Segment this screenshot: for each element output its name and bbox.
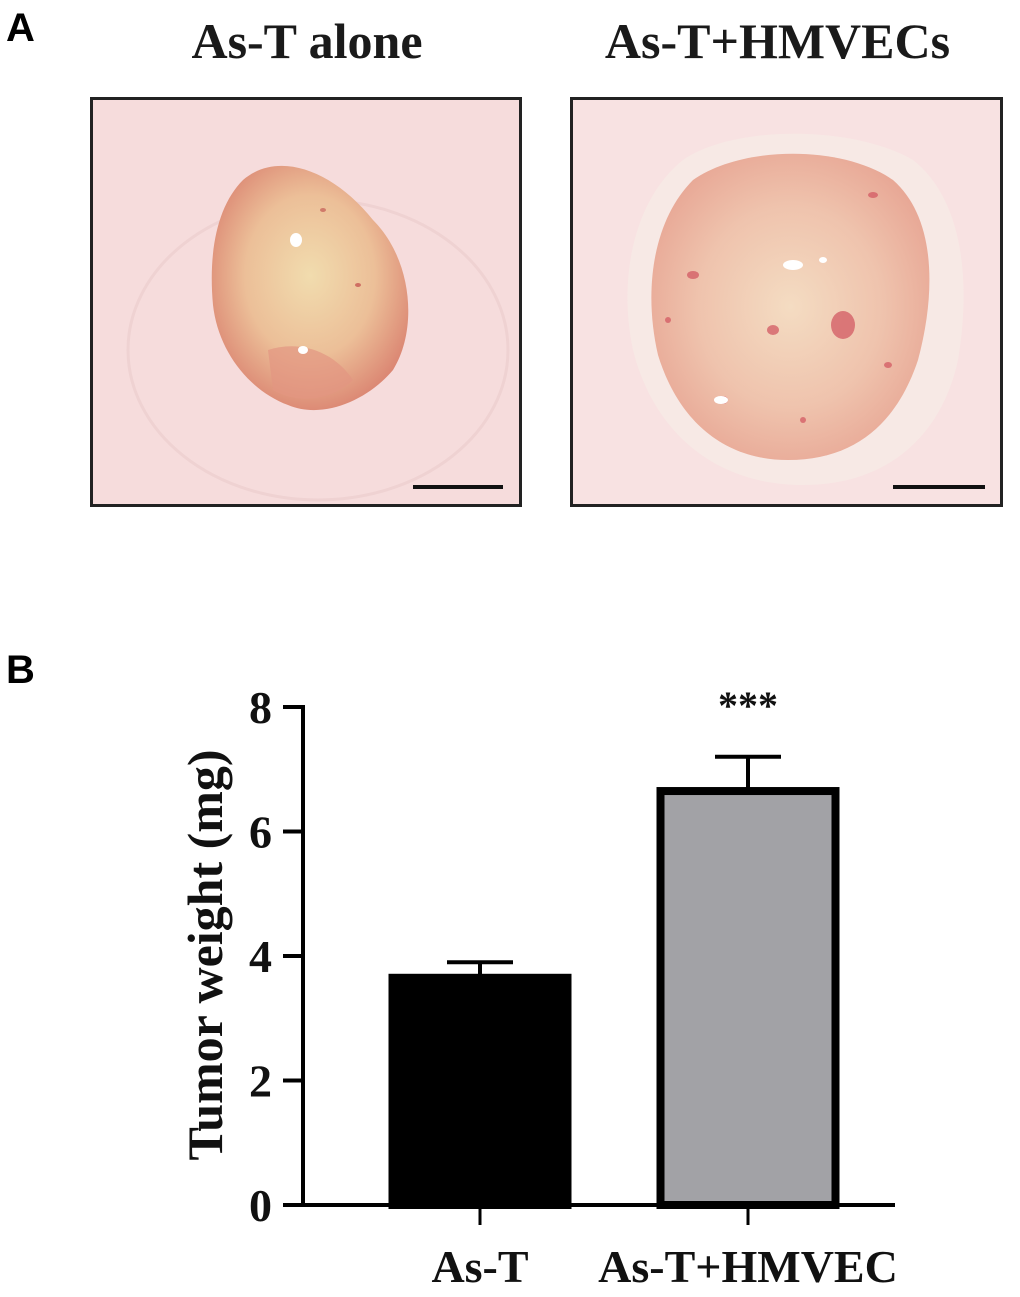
y-tick-label: 6 xyxy=(249,807,272,858)
panel-a-letter: A xyxy=(6,6,35,50)
significance-label: *** xyxy=(718,683,778,728)
panel-b-letter: B xyxy=(6,648,35,692)
photo-title-left: As-T alone xyxy=(191,13,423,69)
y-tick-label: 4 xyxy=(249,931,272,982)
tumor-image-as-t-alone xyxy=(93,100,519,504)
y-tick-label: 2 xyxy=(249,1056,272,1107)
y-tick-label: 0 xyxy=(249,1180,272,1231)
y-tick-label: 8 xyxy=(249,682,272,733)
bar xyxy=(388,973,572,1209)
bar xyxy=(656,787,840,1209)
tumor-photo-right xyxy=(570,97,1003,507)
y-axis-label: Tumor weight (mg) xyxy=(177,749,233,1160)
tumor-photo-left xyxy=(90,97,522,507)
tumor-image-as-t-hmvecs xyxy=(573,100,1000,504)
x-tick-label: As-T xyxy=(431,1241,528,1292)
photo-title-right: As-T+HMVECs xyxy=(604,13,951,69)
x-tick-label: As-T+HMVEC xyxy=(598,1241,898,1292)
tumor-weight-bar-chart: As-T As-T+HMVEC *** 0 2 4 6 8 Tumor weight (mg) xyxy=(177,682,898,1292)
